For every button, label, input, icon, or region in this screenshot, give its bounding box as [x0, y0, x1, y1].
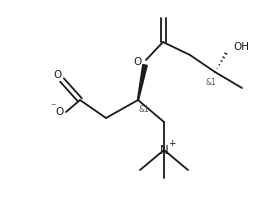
Text: O: O	[134, 57, 142, 67]
Text: N: N	[160, 143, 168, 156]
Text: &1: &1	[206, 77, 216, 86]
Text: O: O	[56, 107, 64, 117]
Text: &1: &1	[139, 104, 149, 114]
Text: ⁻: ⁻	[50, 102, 56, 112]
Polygon shape	[138, 64, 147, 100]
Text: OH: OH	[233, 42, 249, 52]
Text: O: O	[54, 70, 62, 80]
Text: +: +	[168, 139, 176, 147]
